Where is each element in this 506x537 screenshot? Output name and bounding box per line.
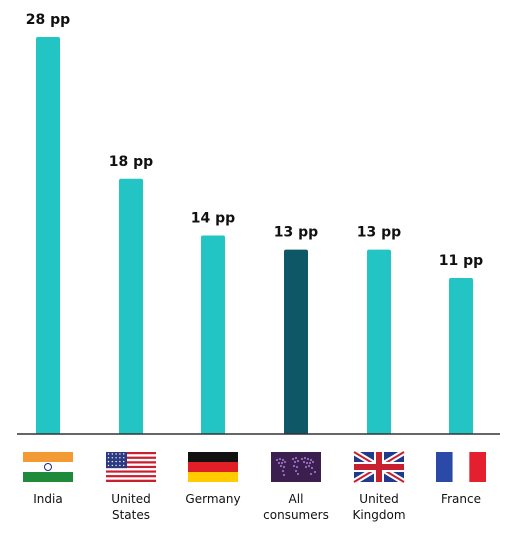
category-label-5-0: France [441, 492, 481, 506]
bar-2 [201, 235, 225, 434]
flags-group [23, 449, 486, 485]
category-label-1-0: United [111, 492, 150, 506]
bar-value-label-2: 14 pp [191, 211, 235, 227]
us-flag-icon [106, 452, 156, 482]
category-label-2-0: Germany [185, 492, 240, 506]
category-label-4-1: Kingdom [352, 508, 405, 522]
category-label-3-1: consumers [263, 508, 329, 522]
category-label-1-1: States [112, 508, 150, 522]
bar-value-label-0: 28 pp [26, 12, 70, 28]
bar-5 [449, 278, 473, 434]
bars-group [36, 37, 473, 434]
bar-0 [36, 37, 60, 434]
france-flag-icon [436, 452, 486, 482]
bar-3 [284, 249, 308, 434]
category-label-4-0: United [359, 492, 398, 506]
bar-value-label-5: 11 pp [439, 253, 483, 269]
category-labels-group: India United States Germany All consumers Unit… [33, 492, 481, 522]
bar-value-label-4: 13 pp [357, 225, 401, 241]
bar-value-label-3: 13 pp [274, 225, 318, 241]
category-label-3-0: All [289, 492, 304, 506]
bar-4 [367, 249, 391, 434]
germany-flag-icon [188, 452, 238, 482]
uk-flag-icon [352, 449, 406, 485]
category-label-0-0: India [33, 492, 62, 506]
bar-1 [119, 178, 143, 434]
bar-value-label-1: 18 pp [109, 154, 153, 170]
world-map-flag-icon [271, 452, 321, 482]
value-labels-group: 28 pp 18 pp 14 pp 13 pp 13 pp 11 pp [26, 12, 483, 269]
india-flag-icon [23, 452, 73, 482]
